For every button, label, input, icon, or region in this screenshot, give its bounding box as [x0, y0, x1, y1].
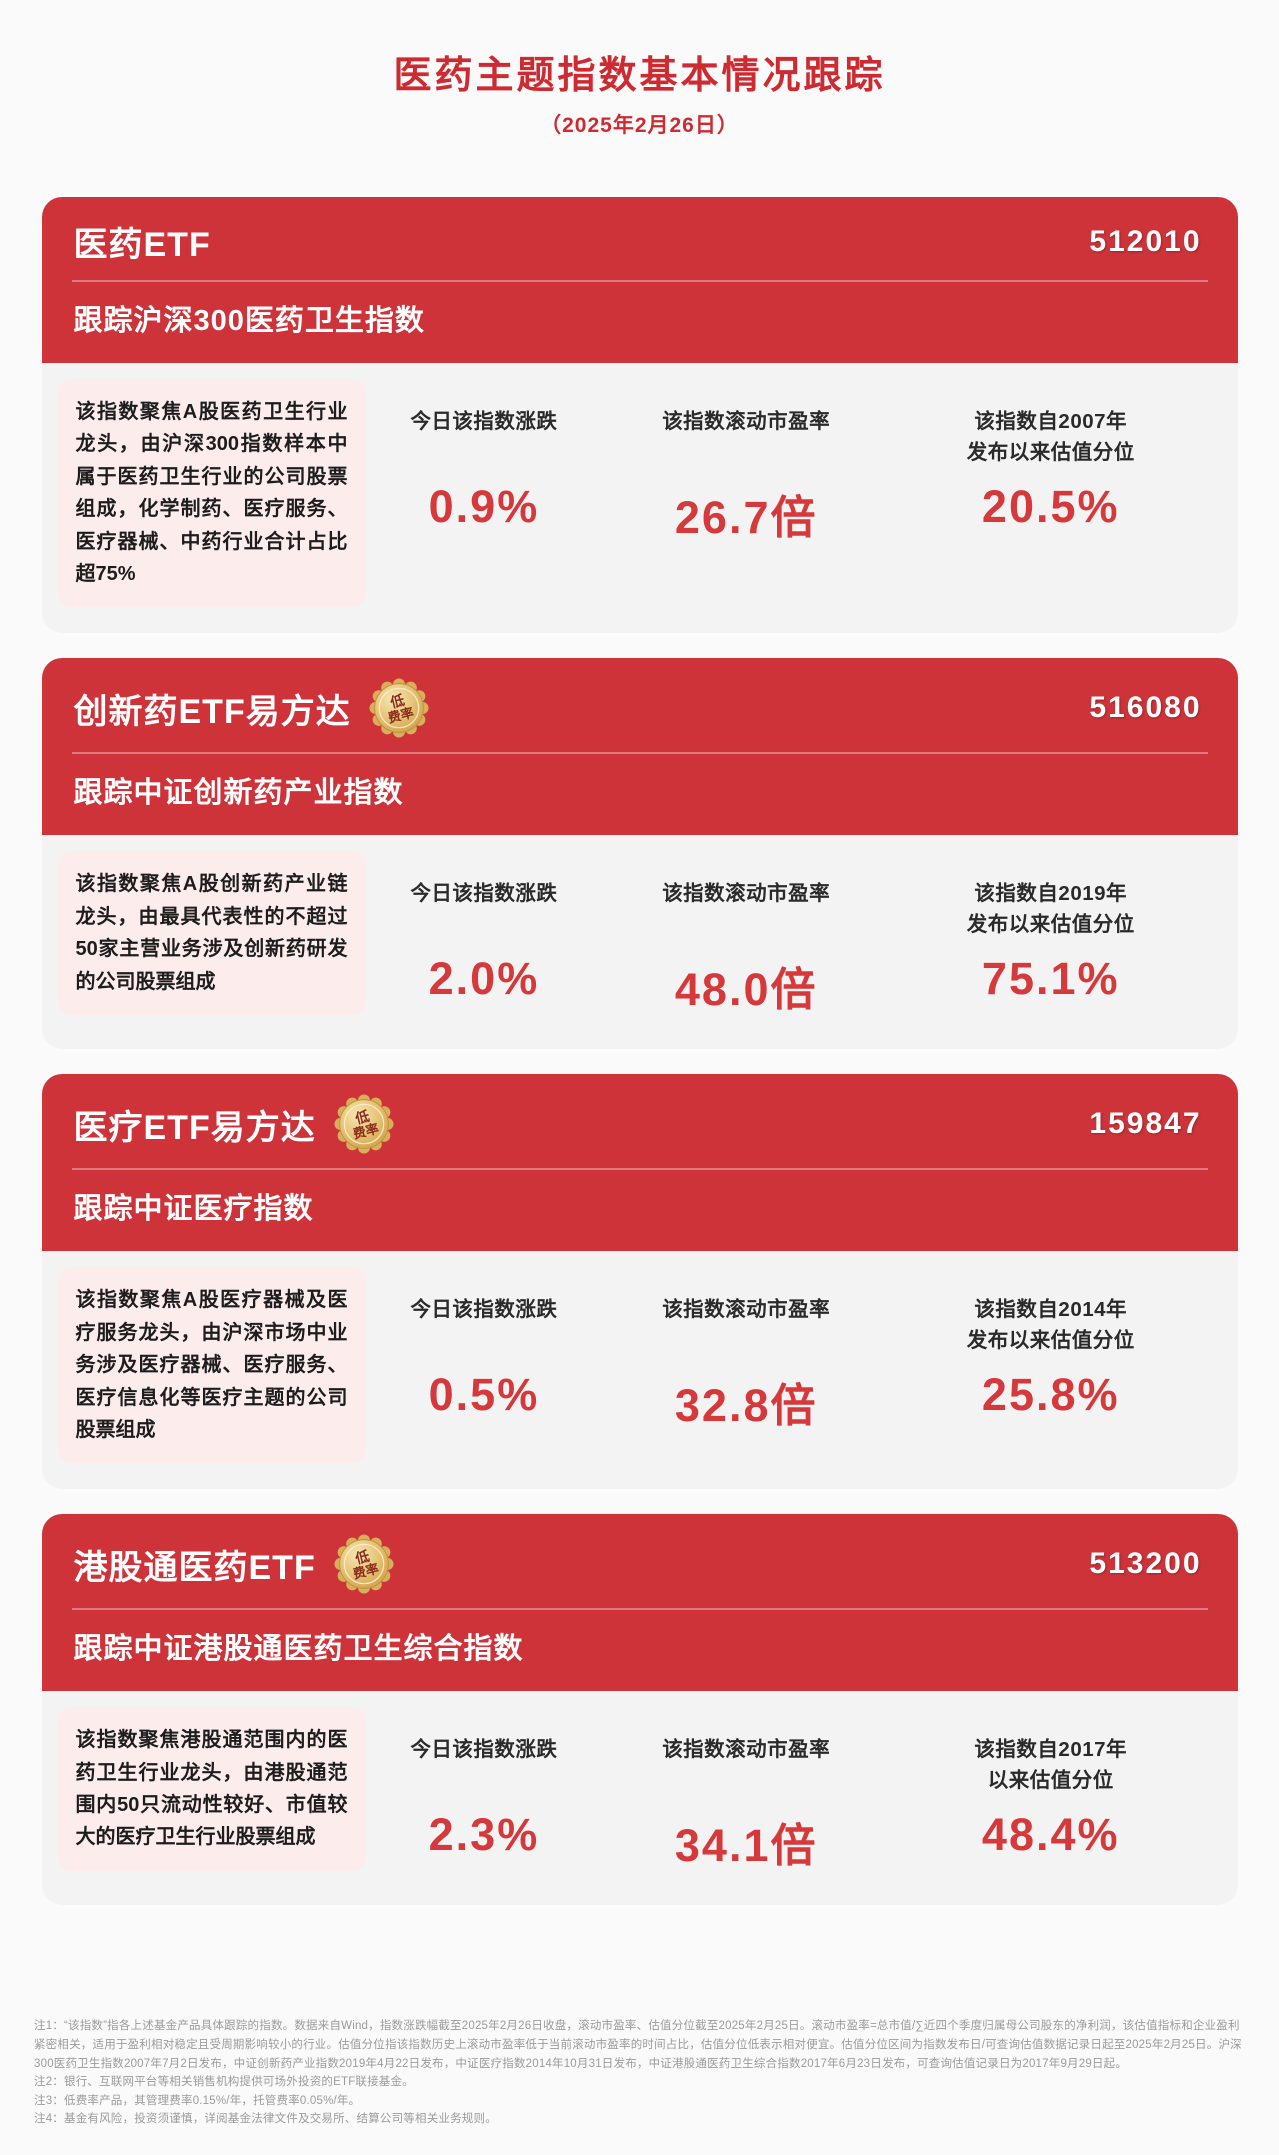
metrics-row: 今日该指数涨跌 0.5% 该指数滚动市盈率 32.8倍 该指数自2014年 发布以…: [366, 1267, 1212, 1434]
tracked-index: 跟踪沪深300医药卫生指数: [73, 305, 425, 337]
metric-label: 该指数滚动市盈率: [662, 1298, 831, 1322]
metric-pe-ratio: 该指数滚动市盈率 48.0倍: [602, 879, 890, 1018]
etf-card-513200: 港股通医药ETF 低费率 513200: [41, 1514, 1238, 1906]
metrics-row: 今日该指数涨跌 2.3% 该指数滚动市盈率 34.1倍 该指数自2017年 以来估…: [366, 1707, 1212, 1874]
low-fee-seal-icon: 低费率: [334, 1534, 394, 1594]
metric-label-line2: 发布以来估值分位: [966, 913, 1135, 937]
tracked-index: 跟踪中证创新药产业指数: [73, 777, 404, 810]
etf-card-159847: 医疗ETF易方达 低费率 159847: [41, 1074, 1238, 1490]
metric-daily-change: 今日该指数涨跌 2.0%: [366, 879, 603, 1018]
page-title: 医药主题指数基本情况跟踪: [393, 55, 886, 97]
card-body: 该指数聚焦A股医药卫生行业龙头，由沪深300指数样本中属于医药卫生行业的公司股票…: [42, 363, 1238, 633]
etf-card-512010: 医药ETF 512010 跟踪沪深300医药卫生指数 该指数聚焦A股医药卫生行业…: [41, 197, 1238, 634]
metric-label-line2: 以来估值分位: [987, 1769, 1114, 1793]
tracked-index: 跟踪中证港股通医药卫生综合指数: [73, 1633, 524, 1666]
badge-label-line2: 费率: [350, 1560, 380, 1582]
metric-label: 该指数自2019年: [974, 882, 1128, 906]
metric-label: 该指数滚动市盈率: [662, 410, 831, 433]
metric-daily-change: 今日该指数涨跌 0.5%: [366, 1295, 603, 1434]
metric-pe-ratio: 该指数滚动市盈率 26.7倍: [602, 407, 890, 546]
etf-name: 医疗ETF易方达: [73, 1108, 316, 1147]
low-fee-seal-icon: 低费率: [334, 1094, 394, 1154]
etf-name: 港股通医药ETF: [73, 1548, 316, 1587]
etf-code: 516080: [1089, 691, 1202, 725]
metric-value: 75.1%: [981, 953, 1120, 1005]
footnote-4: 注4：基金有风险，投资须谨慎，详阅基金法律文件及交易所、结算公司等相关业务规则。: [34, 2113, 497, 2126]
metric-label-line2: 发布以来估值分位: [966, 440, 1135, 464]
metric-value: 34.1倍: [674, 1820, 818, 1872]
footnotes: 注1：“该指数”指各上述基金产品具体跟踪的指数。数据来自Wind，指数涨跌幅截至…: [34, 2017, 1245, 2155]
metric-label: 今日该指数涨跌: [410, 410, 558, 433]
header-divider: [71, 1168, 1208, 1171]
index-description: 该指数聚焦港股通范围内的医药卫生行业龙头，由港股通范围内50只流动性较好、市值较…: [57, 1707, 366, 1871]
metric-label: 该指数自2017年: [974, 1738, 1128, 1762]
metric-label-line2: 发布以来估值分位: [966, 1329, 1135, 1353]
metric-pe-ratio: 该指数滚动市盈率 34.1倍: [602, 1735, 890, 1874]
metrics-row: 今日该指数涨跌 2.0% 该指数滚动市盈率 48.0倍 该指数自2019年 发布以…: [366, 851, 1212, 1018]
metric-valuation-percentile: 该指数自2017年 以来估值分位 48.4%: [890, 1735, 1211, 1874]
metric-label: 该指数滚动市盈率: [662, 882, 831, 906]
metrics-row: 今日该指数涨跌 0.9% 该指数滚动市盈率 26.7倍 该指数自2007年 发布以…: [366, 379, 1212, 546]
metric-pe-ratio: 该指数滚动市盈率 32.8倍: [602, 1295, 890, 1434]
header-divider: [71, 1608, 1208, 1611]
metric-value: 26.7倍: [674, 492, 818, 543]
index-description: 该指数聚焦A股医疗器械及医疗服务龙头，由沪深市场中业务涉及医疗器械、医疗服务、医…: [57, 1267, 366, 1464]
footnote-2: 注2：银行、互联网平台等相关销售机构提供可场外投资的ETF联接基金。: [34, 2076, 414, 2089]
card-body: 该指数聚焦A股医疗器械及医疗服务龙头，由沪深市场中业务涉及医疗器械、医疗服务、医…: [42, 1251, 1238, 1489]
tracked-index: 跟踪中证医疗指数: [73, 1193, 314, 1226]
card-body: 该指数聚焦港股通范围内的医药卫生行业龙头，由港股通范围内50只流动性较好、市值较…: [42, 1691, 1238, 1905]
metric-value: 2.0%: [428, 953, 540, 1005]
card-body: 该指数聚焦A股创新药产业链龙头，由最具代表性的不超过50家主营业务涉及创新药研发…: [42, 835, 1238, 1049]
metric-value: 0.9%: [428, 481, 540, 532]
metric-label: 今日该指数涨跌: [410, 1738, 558, 1762]
metric-label: 该指数自2007年: [974, 410, 1128, 433]
badge-label-line2: 费率: [350, 1120, 380, 1142]
card-header: 创新药ETF易方达: [41, 658, 1238, 836]
card-header: 医疗ETF易方达 低费率 159847: [41, 1074, 1238, 1252]
card-header: 医药ETF 512010 跟踪沪深300医药卫生指数: [41, 197, 1238, 363]
metric-valuation-percentile: 该指数自2007年 发布以来估值分位 20.5%: [890, 407, 1211, 546]
etf-code: 513200: [1089, 1547, 1202, 1581]
metric-valuation-percentile: 该指数自2019年 发布以来估值分位 75.1%: [890, 879, 1211, 1018]
metric-value: 0.5%: [428, 1369, 540, 1421]
index-description: 该指数聚焦A股医药卫生行业龙头，由沪深300指数样本中属于医药卫生行业的公司股票…: [57, 379, 366, 608]
etf-code: 159847: [1089, 1107, 1202, 1141]
badge-label-line2: 费率: [385, 704, 415, 726]
metric-value: 32.8倍: [674, 1380, 818, 1432]
page-date: （2025年2月26日）: [540, 114, 739, 137]
footnote-3: 注3：低费率产品，其管理费率0.15%/年，托管费率0.05%/年。: [34, 2094, 361, 2107]
header-divider: [71, 752, 1208, 755]
metric-label: 今日该指数涨跌: [410, 1298, 558, 1322]
metric-label: 该指数自2014年: [974, 1298, 1128, 1322]
low-fee-seal-icon: 低费率: [369, 678, 429, 738]
index-description: 该指数聚焦A股创新药产业链龙头，由最具代表性的不超过50家主营业务涉及创新药研发…: [57, 851, 366, 1015]
metric-value: 2.3%: [428, 1809, 540, 1861]
metric-value: 48.0倍: [674, 964, 818, 1016]
etf-name: 医药ETF: [73, 226, 211, 264]
card-header: 港股通医药ETF 低费率 513200: [41, 1514, 1238, 1692]
metric-valuation-percentile: 该指数自2014年 发布以来估值分位 25.8%: [890, 1295, 1211, 1434]
metric-label: 该指数滚动市盈率: [662, 1738, 831, 1762]
metric-value: 25.8%: [981, 1369, 1120, 1421]
metric-daily-change: 今日该指数涨跌 0.9%: [366, 407, 603, 546]
metric-value: 20.5%: [981, 481, 1120, 532]
header-divider: [71, 280, 1208, 282]
etf-card-516080: 创新药ETF易方达: [41, 658, 1238, 1050]
etf-code: 512010: [1089, 224, 1202, 258]
metric-label: 今日该指数涨跌: [410, 882, 558, 906]
metric-value: 48.4%: [981, 1809, 1120, 1861]
metric-daily-change: 今日该指数涨跌 2.3%: [366, 1735, 603, 1874]
etf-name: 创新药ETF易方达: [73, 692, 351, 731]
